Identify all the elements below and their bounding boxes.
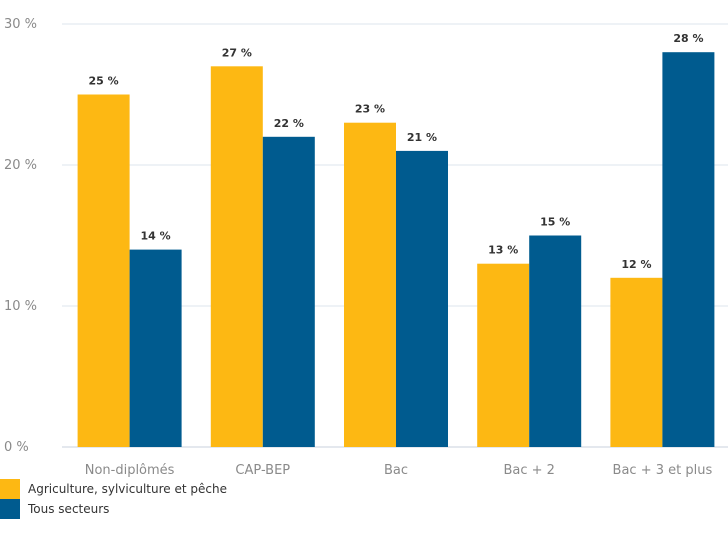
legend-label-tous-secteurs: Tous secteurs [28, 502, 110, 516]
bar-agriculture-1 [210, 66, 263, 448]
y-tick-label-2: 20 % [4, 158, 37, 173]
x-tick-label-4: Bac + 3 et plus [613, 463, 713, 478]
data-label-1-2: 21 % [407, 131, 437, 144]
y-tick-label-0: 0 % [4, 440, 29, 455]
data-label-0-2: 23 % [355, 103, 385, 116]
bar-agriculture-0 [77, 94, 130, 447]
legend-swatch-agriculture [0, 479, 20, 499]
data-label-1-1: 22 % [274, 117, 304, 130]
legend-item-agriculture: Agriculture, sylviculture et pêche [0, 479, 227, 499]
bar-tous-secteurs-4 [662, 52, 715, 447]
legend-item-tous-secteurs: Tous secteurs [0, 499, 227, 519]
bar-tous-secteurs-0 [129, 249, 182, 447]
bar-agriculture-3 [477, 263, 530, 447]
data-label-0-1: 27 % [222, 46, 252, 59]
bar-tous-secteurs-1 [262, 136, 315, 448]
x-tick-label-3: Bac + 2 [503, 463, 554, 478]
bar-tous-secteurs-3 [529, 235, 582, 447]
bar-agriculture-4 [610, 277, 663, 447]
x-tick-label-1: CAP-BEP [235, 463, 290, 478]
bar-tous-secteurs-2 [396, 150, 448, 447]
data-label-1-4: 28 % [673, 32, 703, 45]
legend: Agriculture, sylviculture et pêche Tous … [0, 479, 227, 519]
data-label-1-3: 15 % [540, 216, 570, 229]
x-tick-label-0: Non-diplômés [85, 463, 175, 478]
data-label-0-0: 25 % [89, 75, 119, 88]
y-tick-label-1: 10 % [4, 299, 37, 314]
bar-agriculture-2 [344, 122, 396, 447]
legend-swatch-tous-secteurs [0, 499, 20, 519]
data-label-0-3: 13 % [488, 244, 518, 257]
x-tick-label-2: Bac [384, 463, 408, 478]
y-tick-label-3: 30 % [4, 17, 37, 32]
data-label-1-0: 14 % [141, 230, 171, 243]
data-label-0-4: 12 % [621, 258, 651, 271]
legend-label-agriculture: Agriculture, sylviculture et pêche [28, 482, 227, 496]
